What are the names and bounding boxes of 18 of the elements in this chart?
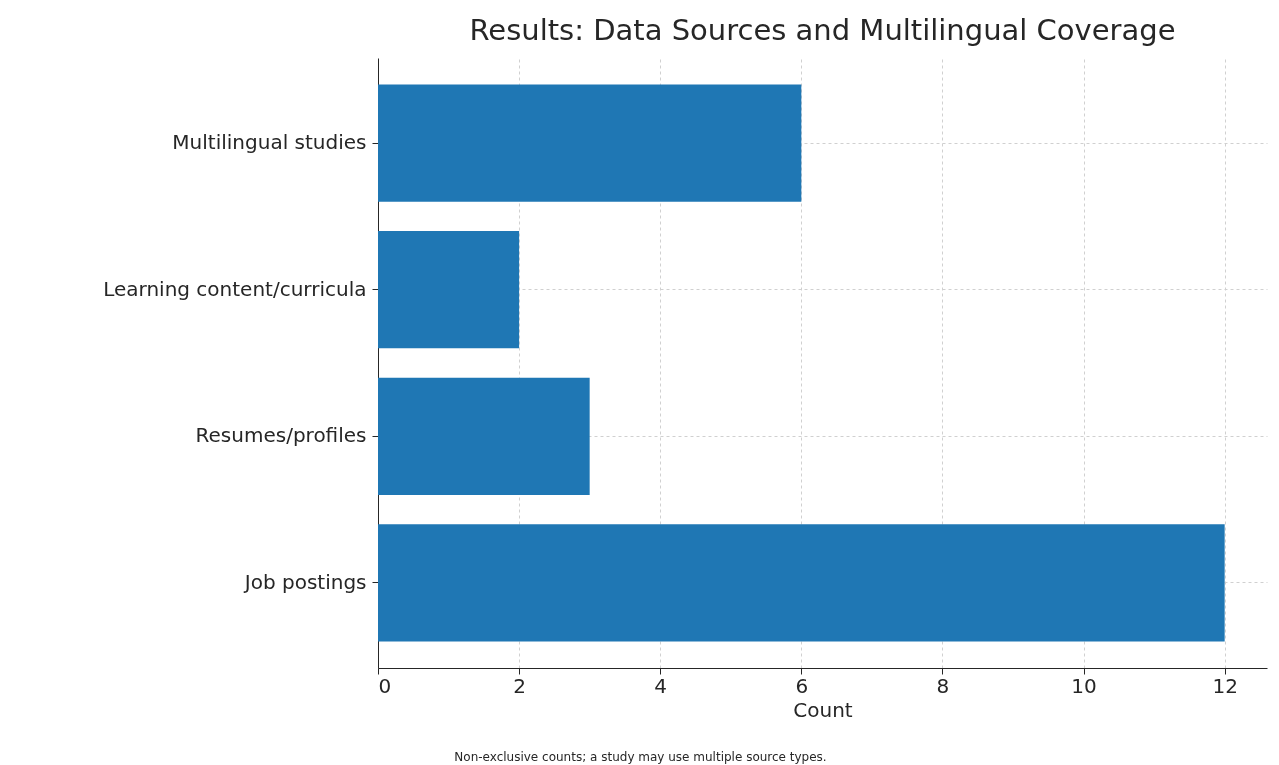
bar	[378, 84, 802, 202]
x-tick-label: 8	[936, 673, 950, 698]
x-tick-label: 2	[513, 673, 526, 698]
x-tick-label: 10	[1071, 673, 1097, 698]
y-tick-label: Learning content/curricula	[103, 276, 367, 301]
bar	[378, 377, 590, 495]
text: Non-exclusive counts; a study may use multiple source types.	[454, 750, 827, 764]
y-tick-label: Resumes/profiles	[195, 423, 367, 448]
x-axis-title: Count	[793, 697, 853, 722]
x-tick-label: 4	[654, 673, 668, 698]
x-tick-label: 0	[378, 673, 392, 698]
y-tick-label: Job postings	[242, 569, 367, 594]
bar	[378, 231, 520, 349]
x-tick-label: 12	[1212, 673, 1238, 698]
y-tick-label: Multilingual studies	[172, 130, 367, 155]
bar	[378, 524, 1225, 642]
chart-title: Results: Data Sources and Multilingual Coverage	[469, 13, 1176, 47]
x-tick-label: 6	[795, 673, 809, 698]
